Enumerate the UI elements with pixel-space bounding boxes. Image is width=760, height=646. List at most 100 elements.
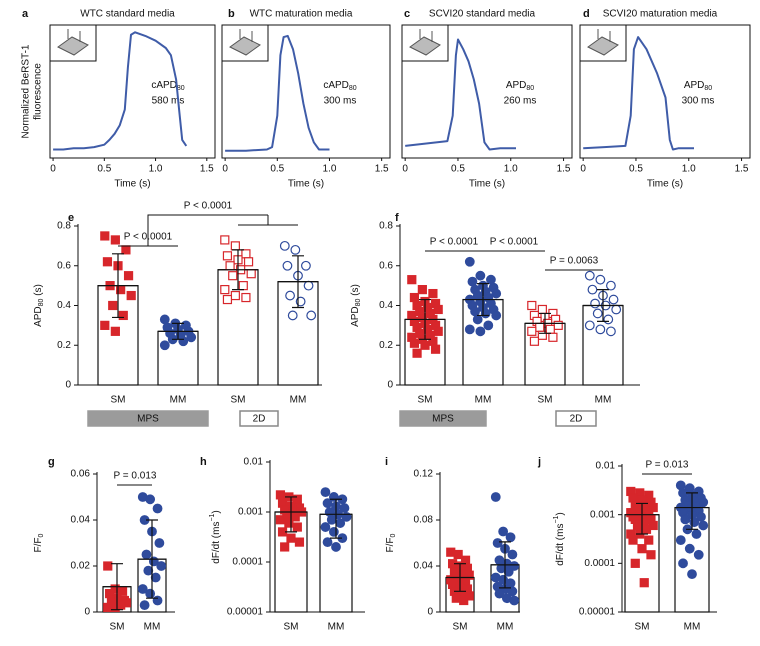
data-point bbox=[282, 260, 293, 271]
group-box bbox=[555, 410, 597, 427]
data-point bbox=[428, 336, 438, 346]
data-point bbox=[691, 529, 702, 539]
text-part: cAPD bbox=[323, 80, 349, 91]
y-tick-label: 0.08 bbox=[414, 515, 434, 526]
data-point bbox=[507, 586, 518, 597]
data-point bbox=[110, 235, 120, 245]
error-bar bbox=[98, 253, 138, 319]
x-tick-label: 1.5 bbox=[200, 164, 214, 175]
trace bbox=[583, 36, 694, 151]
text-part: APD bbox=[684, 80, 705, 91]
error-bar bbox=[491, 541, 519, 589]
group-label: MPS bbox=[432, 414, 454, 425]
data-point bbox=[280, 542, 290, 552]
x-tick-label: 0.5 bbox=[451, 164, 465, 175]
data-point bbox=[486, 274, 496, 285]
x-tick-label: 1.0 bbox=[504, 164, 518, 175]
data-point bbox=[606, 326, 616, 337]
data-point bbox=[145, 494, 156, 505]
data-point bbox=[222, 294, 233, 305]
data-point bbox=[246, 269, 256, 279]
data-point bbox=[698, 520, 709, 531]
x-tick-label: 1.5 bbox=[375, 164, 389, 175]
text-part: cAPD bbox=[151, 80, 177, 91]
data-point bbox=[322, 537, 333, 548]
y-tick-label: 0 bbox=[387, 380, 393, 391]
data-point bbox=[292, 522, 302, 532]
data-point bbox=[492, 538, 503, 548]
chart-title: SCVI20 standard media bbox=[429, 9, 536, 20]
inset-icon bbox=[49, 24, 97, 62]
data-point bbox=[472, 314, 483, 325]
data-point bbox=[154, 538, 165, 548]
data-point bbox=[228, 271, 238, 281]
chart-title: WTC standard media bbox=[80, 9, 175, 20]
y-tick-label: 0.04 bbox=[71, 515, 91, 526]
data-point bbox=[286, 533, 296, 543]
significance-label: P = 0.013 bbox=[114, 471, 157, 482]
data-point bbox=[420, 340, 430, 350]
data-point bbox=[220, 285, 230, 295]
text-part: 80 bbox=[177, 85, 185, 92]
text-part: 80 bbox=[349, 85, 357, 92]
text-part: (s) bbox=[350, 284, 361, 298]
x-tick-label: 0 bbox=[580, 164, 586, 175]
y-tick-label: 0.00001 bbox=[579, 607, 616, 618]
trace bbox=[53, 31, 188, 151]
data-point bbox=[143, 565, 154, 576]
y-tick-label: 0.4 bbox=[379, 300, 393, 311]
text-part: 0 bbox=[38, 533, 45, 537]
data-point bbox=[470, 306, 480, 317]
x-tick-label: 1.0 bbox=[323, 164, 337, 175]
data-point bbox=[322, 498, 333, 509]
plot-frame bbox=[49, 24, 216, 159]
data-point bbox=[637, 544, 647, 554]
data-point bbox=[152, 503, 163, 514]
data-point bbox=[693, 549, 704, 560]
text-part: F/F bbox=[385, 537, 396, 552]
x-tick-label: MM bbox=[290, 395, 307, 406]
data-point bbox=[628, 535, 638, 545]
significance-bracket bbox=[147, 214, 298, 246]
y-axis-label: Normalized BeRST-1 bbox=[21, 44, 32, 138]
data-point bbox=[186, 332, 197, 343]
data-point bbox=[326, 514, 337, 525]
device-detail bbox=[419, 29, 433, 42]
data-point bbox=[156, 561, 167, 571]
annotation: APD80 bbox=[684, 80, 712, 92]
x-axis-label: Time (s) bbox=[114, 179, 150, 190]
y-axis-label: F/F0 bbox=[385, 533, 397, 552]
data-point bbox=[335, 518, 346, 528]
data-point bbox=[603, 314, 614, 325]
data-point bbox=[527, 300, 537, 311]
x-tick-label: 0 bbox=[402, 164, 408, 175]
data-point bbox=[464, 256, 475, 267]
data-point bbox=[553, 320, 563, 330]
data-point bbox=[584, 320, 595, 331]
data-point bbox=[110, 602, 120, 613]
data-point bbox=[483, 320, 494, 331]
text-part: −1 bbox=[553, 515, 560, 523]
x-tick-label: SM bbox=[111, 395, 126, 406]
x-tick-label: MM bbox=[328, 622, 345, 633]
data-point bbox=[537, 304, 547, 315]
data-point bbox=[409, 338, 420, 348]
y-tick-label: 0.001 bbox=[590, 509, 615, 520]
panel-label: b bbox=[228, 8, 235, 20]
data-point bbox=[689, 517, 700, 528]
error-bar bbox=[103, 563, 131, 611]
panel-label: d bbox=[583, 8, 590, 20]
data-point bbox=[331, 542, 341, 552]
text-part: 80 bbox=[526, 85, 534, 92]
error-bar bbox=[463, 283, 503, 317]
data-point bbox=[453, 549, 463, 560]
data-point bbox=[290, 244, 301, 255]
data-point bbox=[241, 292, 251, 303]
data-point bbox=[292, 494, 302, 504]
chart-title: WTC maturation media bbox=[250, 9, 353, 20]
error-bar bbox=[275, 496, 307, 533]
data-point bbox=[220, 235, 230, 245]
plot-frame bbox=[221, 24, 391, 159]
data-point bbox=[505, 532, 516, 543]
